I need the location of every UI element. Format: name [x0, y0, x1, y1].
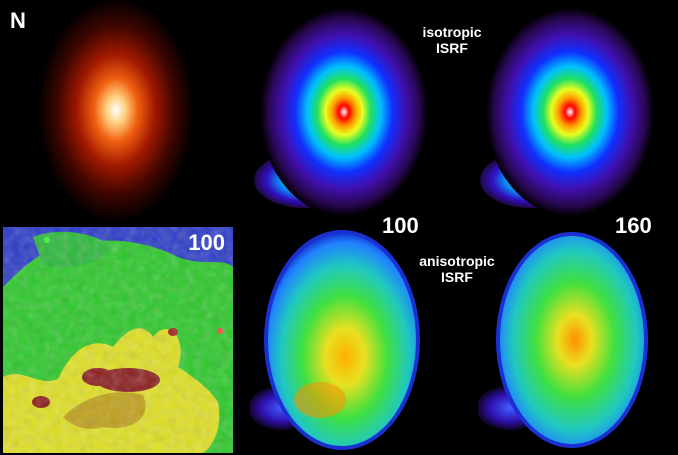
isotropic-label-line2: ISRF [436, 40, 468, 56]
isotropic-model-100-image [240, 0, 440, 222]
isotropic-model-160-image [466, 0, 678, 222]
anisotropic-label-line1: anisotropic [419, 253, 495, 269]
observed-intensity-image [0, 0, 240, 222]
observed-intensity-panel: N [0, 0, 240, 222]
column-160-label: 160 [615, 213, 652, 238]
isotropic-isrf-label: isotropic ISRF [412, 24, 492, 56]
anisotropic-label-line2: ISRF [441, 269, 473, 285]
intensity-map-image [3, 227, 233, 453]
intensity-map-panel: 100 [3, 227, 233, 453]
anisotropic-model-100-panel [250, 222, 430, 455]
anisotropic-model-160-panel [478, 222, 678, 455]
anisotropic-isrf-label: anisotropic ISRF [402, 253, 512, 285]
anisotropic-model-100-image [250, 222, 430, 455]
anisotropic-model-160-image [478, 222, 678, 455]
isotropic-model-160-panel [466, 0, 678, 222]
isotropic-label-line1: isotropic [422, 24, 482, 40]
orientation-label: N [10, 8, 26, 33]
column-100-label: 100 [382, 213, 419, 238]
isotropic-model-100-panel [240, 0, 440, 222]
map-value-label: 100 [188, 230, 225, 255]
